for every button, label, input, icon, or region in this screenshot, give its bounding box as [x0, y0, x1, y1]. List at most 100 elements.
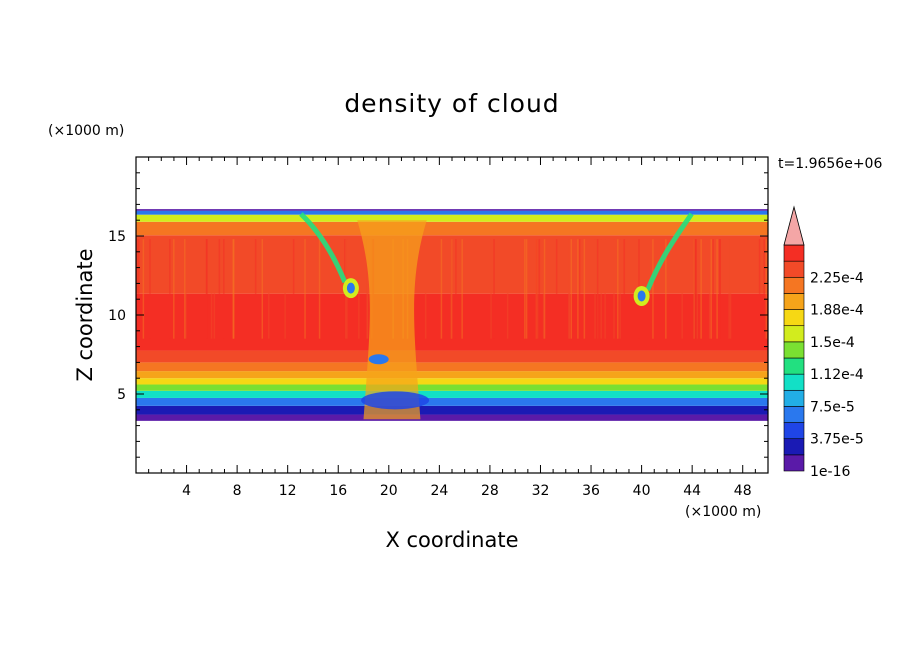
- density-streak: [696, 239, 699, 339]
- time-label: t=1.9656e+06: [778, 156, 882, 172]
- density-streak: [261, 239, 264, 339]
- colorbar-tick-label: 1e-16: [810, 464, 850, 480]
- colorbar-tick-label: 7.5e-5: [810, 399, 855, 415]
- x-tick-label: 8: [233, 483, 242, 499]
- colorbar-swatch: [783, 276, 805, 294]
- density-streak: [555, 239, 558, 339]
- density-streak: [596, 239, 599, 339]
- density-band: [136, 384, 768, 391]
- density-streak: [619, 239, 621, 339]
- density-streak: [613, 239, 615, 339]
- density-band: [136, 350, 768, 363]
- density-streak: [765, 239, 768, 339]
- x-axis-label: X coordinate: [385, 528, 518, 552]
- density-streak: [184, 239, 186, 339]
- x-tick-label: 20: [380, 483, 398, 499]
- density-streak: [205, 239, 208, 339]
- density-streak: [424, 239, 427, 339]
- downdraft-streak: [645, 212, 694, 291]
- x-tick-label: 16: [329, 483, 347, 499]
- density-streak: [623, 239, 626, 339]
- density-band: [136, 397, 768, 406]
- colorbar-swatch: [783, 260, 805, 278]
- colorbar-swatch: [783, 454, 805, 472]
- colorbar-tick-label: 1.12e-4: [810, 367, 864, 383]
- downdraft-streak: [299, 212, 348, 284]
- density-streak: [142, 239, 145, 339]
- density-streak: [758, 239, 761, 339]
- plume-core: [357, 220, 427, 420]
- density-streak: [525, 239, 528, 339]
- density-streak: [542, 239, 545, 339]
- density-streak: [218, 239, 221, 339]
- y-axis-ticks: 5 10 15: [108, 172, 768, 458]
- x-unit-label: (×1000 m): [685, 504, 761, 520]
- x-tick-label: 32: [532, 483, 550, 499]
- density-band: [136, 221, 768, 236]
- density-streak: [210, 239, 213, 339]
- density-streak: [708, 239, 711, 339]
- colorbar-swatch: [783, 406, 805, 423]
- density-streak: [213, 239, 216, 339]
- x-tick-label: 28: [481, 483, 499, 499]
- density-band: [136, 362, 768, 372]
- density-streak: [233, 239, 235, 339]
- density-streak: [254, 239, 257, 339]
- density-streak: [719, 239, 721, 339]
- colorbar-tick-label: 2.25e-4: [810, 270, 864, 286]
- y-tick-label: 15: [108, 229, 126, 245]
- density-streak: [583, 239, 586, 339]
- x-tick-label: 48: [734, 483, 752, 499]
- density-streak: [538, 239, 541, 339]
- density-streak: [570, 239, 573, 339]
- y-tick-label: 5: [117, 387, 126, 403]
- density-streak: [366, 239, 368, 339]
- density-streak: [506, 239, 509, 339]
- density-streak: [652, 239, 654, 339]
- x-tick-label: 24: [430, 483, 448, 499]
- x-tick-label: 12: [279, 483, 297, 499]
- density-streak: [728, 239, 730, 339]
- colorbar-swatch: [783, 422, 805, 440]
- colorbar-swatch: [783, 438, 805, 456]
- density-streak: [268, 239, 270, 339]
- colorbar-overflow-arrow: [783, 205, 805, 246]
- density-streak: [763, 239, 765, 339]
- density-streak: [604, 239, 606, 339]
- density-streak: [455, 239, 457, 339]
- density-streak: [543, 239, 546, 339]
- colorbar-swatch: [783, 357, 805, 375]
- density-streak: [716, 239, 718, 339]
- x-tick-label: 40: [633, 483, 651, 499]
- density-streak: [440, 239, 443, 339]
- density-streak: [524, 239, 526, 339]
- density-streak: [729, 239, 732, 339]
- density-streak: [665, 239, 667, 339]
- cloud-density-field: [136, 209, 768, 421]
- density-streak: [493, 239, 495, 339]
- density-streak: [490, 239, 492, 339]
- density-streak: [578, 239, 581, 339]
- density-band: [136, 210, 768, 215]
- plume-pocket: [368, 354, 389, 365]
- density-band: [136, 214, 768, 222]
- density-streak: [223, 239, 225, 339]
- density-streak: [450, 239, 452, 339]
- colorbar-swatch: [783, 325, 805, 343]
- density-band: [136, 405, 768, 415]
- y-axis-label: Z coordinate: [73, 248, 97, 381]
- x-tick-label: 4: [182, 483, 191, 499]
- density-streak: [568, 239, 570, 339]
- density-streak: [681, 239, 683, 339]
- colorbar-tick-label: 1.88e-4: [810, 303, 864, 319]
- density-streak: [304, 239, 306, 339]
- density-streak: [136, 239, 138, 339]
- colorbar-swatch: [783, 341, 805, 359]
- density-streak: [292, 239, 295, 339]
- density-streak: [695, 239, 697, 339]
- density-streak: [700, 239, 702, 339]
- density-band: [136, 378, 768, 385]
- density-streak: [712, 239, 714, 339]
- x-tick-label: 44: [683, 483, 701, 499]
